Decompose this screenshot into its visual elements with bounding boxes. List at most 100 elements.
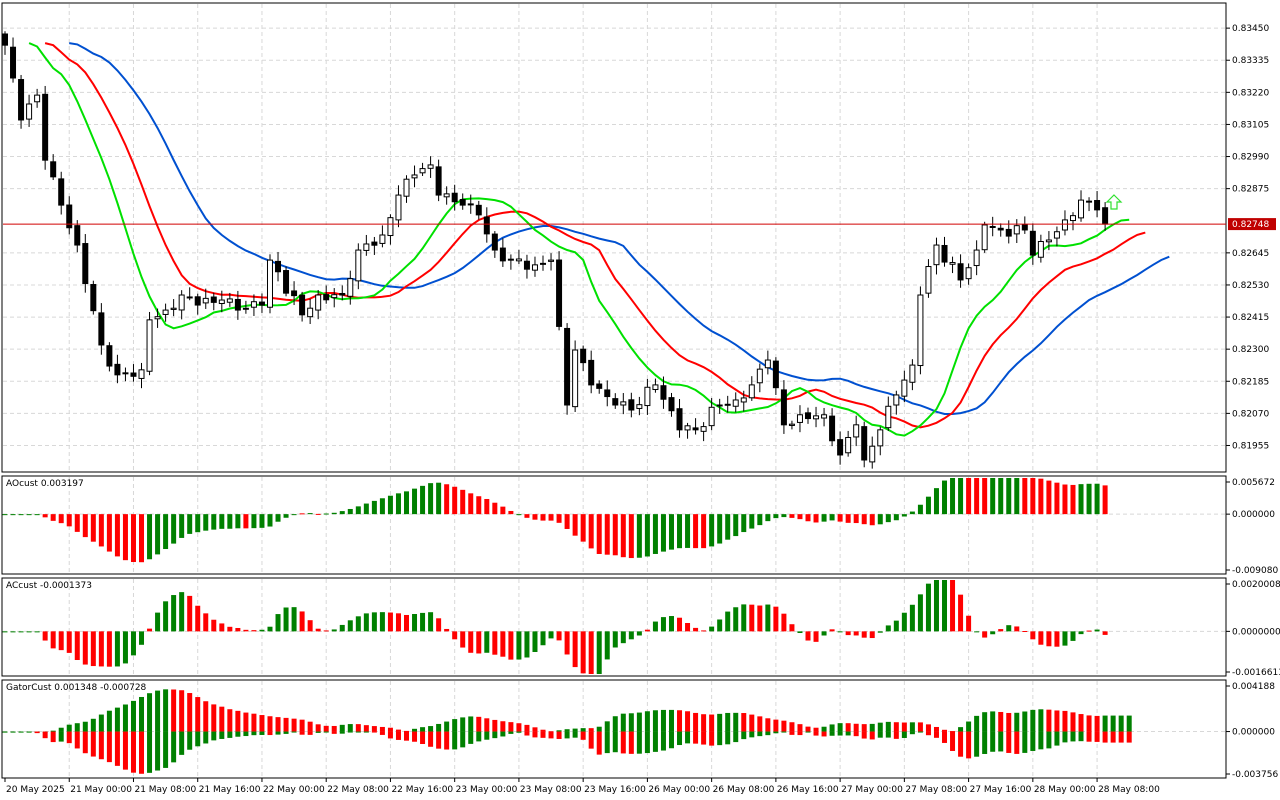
candle: [981, 221, 988, 253]
gator-bar: [379, 731, 385, 735]
candle-bull-body: [403, 178, 410, 197]
gator-bar: [508, 731, 514, 734]
gator-bar: [933, 731, 939, 738]
gator-bar: [18, 731, 24, 733]
candle: [42, 85, 49, 170]
candle-bull-body: [796, 414, 803, 423]
candle-bear-body: [604, 389, 611, 398]
gator-bar: [733, 731, 739, 743]
candle-bear-body: [692, 427, 699, 431]
gator-bar: [677, 710, 683, 732]
gator-bar: [155, 690, 161, 732]
candle-bear-body: [2, 33, 8, 46]
gator-bar: [363, 731, 369, 733]
time-label: 26 May 16:00: [777, 785, 839, 795]
candle-bull-body: [26, 103, 33, 120]
ao-bar: [564, 514, 570, 529]
candle: [299, 291, 306, 322]
ac-bar: [147, 628, 153, 632]
gator-bar: [1038, 709, 1044, 732]
gator-bar: [885, 731, 891, 738]
candle-bear-body: [371, 241, 378, 246]
candle-bear-body: [210, 296, 217, 303]
gator-bar: [74, 731, 80, 749]
ao-bar: [251, 514, 257, 529]
candle-bear-body: [114, 363, 121, 376]
candle: [788, 420, 795, 430]
gator-bar: [179, 690, 185, 732]
gator-bar: [845, 723, 851, 732]
candle: [1045, 231, 1052, 251]
ao-bar: [942, 480, 948, 515]
gator-bar: [235, 710, 241, 732]
candle-bull-body: [146, 319, 153, 372]
ao-bar: [412, 488, 418, 515]
candle-bull-body: [933, 244, 940, 266]
gator-bar: [452, 731, 458, 750]
ac-bar: [982, 631, 988, 638]
candle-bull-body: [748, 384, 755, 399]
gator-bar: [404, 731, 409, 741]
candle-bull-body: [202, 297, 209, 304]
candle: [234, 290, 241, 320]
ao-bar: [460, 489, 466, 515]
candle-bull-body: [1013, 225, 1020, 235]
ac-bar: [58, 631, 64, 651]
gator-bar: [644, 731, 650, 754]
ao-bar: [781, 514, 787, 518]
ac-bar: [155, 612, 161, 632]
candle: [427, 156, 434, 178]
ac-bar: [749, 604, 755, 632]
candle: [66, 196, 73, 235]
gator-bar: [42, 731, 48, 739]
ac-bar: [885, 625, 891, 632]
ao-bar: [1030, 478, 1036, 515]
ac-bar: [492, 631, 498, 655]
gator-bar: [130, 700, 136, 732]
gator-bar: [114, 731, 120, 766]
gator-bar: [1030, 709, 1036, 732]
candle: [395, 185, 402, 228]
candle: [331, 288, 338, 308]
price-tick-label: 0.83450: [1232, 24, 1269, 34]
gator-bar: [211, 731, 217, 741]
ac-bar: [283, 607, 289, 632]
alligator-lips-line: [28, 42, 1130, 437]
gator-bar: [524, 724, 530, 732]
candle: [315, 289, 322, 320]
ac-bar: [139, 631, 145, 645]
ao-bar: [668, 514, 674, 550]
ao-bar: [299, 513, 305, 515]
ao-bar: [139, 514, 145, 563]
ac-bar: [548, 631, 554, 639]
candle-bull-body: [467, 203, 474, 206]
candle: [1029, 223, 1036, 265]
ac-bar: [1094, 629, 1100, 632]
gator-bar: [106, 731, 112, 763]
ac-bar: [444, 628, 450, 632]
gator-bar: [877, 722, 883, 732]
gator-bar: [1126, 731, 1132, 743]
gator-bar: [106, 710, 112, 732]
gator-bar: [251, 713, 257, 732]
gator-bar: [1094, 715, 1100, 732]
gator-bar: [139, 696, 145, 732]
ac-bar: [974, 631, 980, 633]
ao-bar: [492, 502, 498, 515]
candle: [114, 354, 121, 384]
ao-bar: [2, 514, 8, 516]
candle-bull-body: [1053, 231, 1060, 239]
candle-bear-body: [242, 307, 249, 310]
ac-bar: [652, 621, 658, 632]
candle-bear-body: [491, 233, 498, 251]
ao-bar: [1070, 484, 1076, 515]
candle: [130, 364, 137, 382]
candle: [1037, 234, 1044, 263]
axis-tick-label: 0.0000000: [1232, 627, 1280, 637]
gator-bar: [147, 693, 153, 732]
ac-bar: [950, 580, 956, 632]
candle: [275, 251, 282, 282]
ao-bar: [171, 514, 177, 544]
candle: [612, 393, 619, 409]
